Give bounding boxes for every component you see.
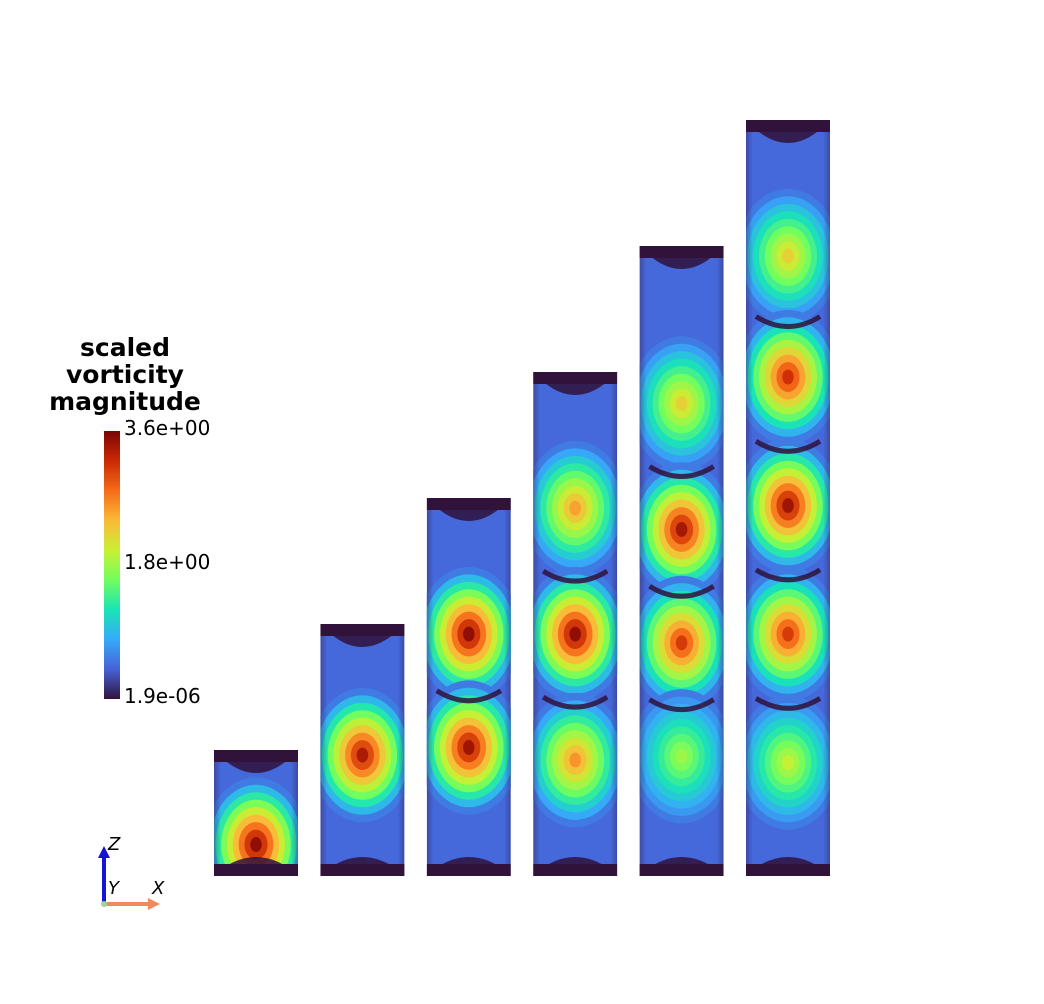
- legend-title-line: magnitude: [49, 387, 201, 416]
- vorticity-panel: [746, 120, 830, 876]
- vorticity-panel: [214, 750, 298, 876]
- legend-title-line: vorticity: [66, 360, 184, 389]
- colorbar: [104, 431, 120, 699]
- legend-title: scaled vorticity magnitude: [30, 334, 220, 415]
- z-axis-label: Z: [108, 834, 121, 855]
- colorbar-mid-label: 1.8e+00: [124, 550, 211, 574]
- colorbar-min-label: 1.9e-06: [124, 684, 201, 708]
- vorticity-panels: [214, 120, 830, 876]
- x-axis-label: X: [152, 878, 165, 899]
- axes-triad: [98, 846, 160, 910]
- vorticity-panel: [426, 498, 511, 876]
- z-axis-arrowhead: [98, 846, 110, 858]
- colorbar-max-label: 3.6e+00: [124, 416, 211, 440]
- y-axis-label: Y: [108, 878, 119, 899]
- x-axis-arrowhead: [148, 898, 160, 910]
- vorticity-panel: [533, 372, 618, 876]
- legend-title-line: scaled: [80, 333, 170, 362]
- vorticity-panel: [639, 246, 724, 876]
- vorticity-panel: [320, 624, 405, 876]
- y-axis-origin: [101, 901, 107, 907]
